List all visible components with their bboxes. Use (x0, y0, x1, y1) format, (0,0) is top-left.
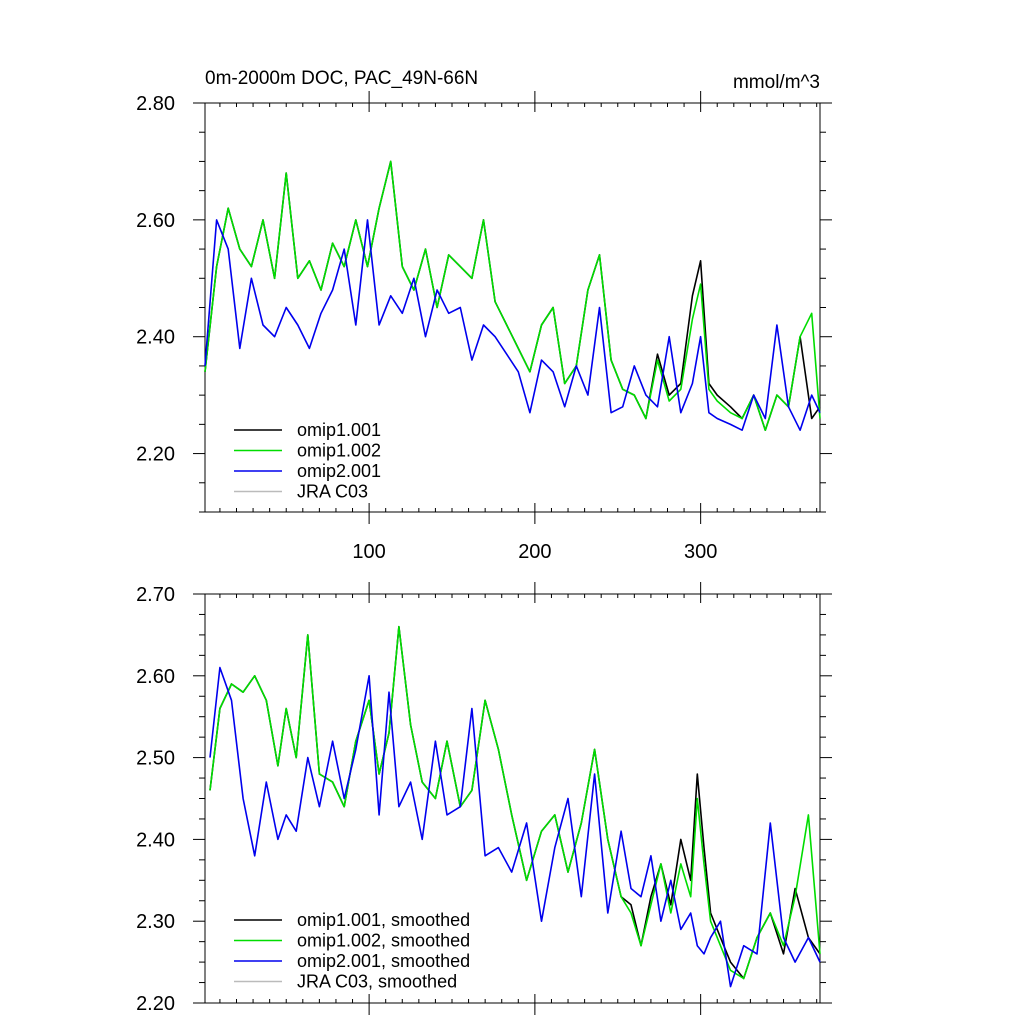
y-tick-label: 2.30 (136, 911, 175, 933)
y-tick-label: 2.60 (136, 210, 175, 232)
y-tick-label: 2.60 (136, 666, 175, 688)
legend-label: omip1.002, smoothed (297, 931, 470, 951)
legend-label: omip1.001 (297, 420, 381, 440)
legend-label: omip1.001, smoothed (297, 910, 470, 930)
chart-title: 0m-2000m DOC, PAC_49N-66N (205, 68, 478, 89)
legend-label: JRA C03 (297, 482, 368, 502)
units-label: mmol/m^3 (733, 72, 820, 93)
top-panel: 2.20 2.40 2.60 2.80 100 200 300 omip1.001omip1.… (136, 91, 832, 563)
x-tick-label: 300 (684, 541, 717, 563)
y-tick-label: 2.50 (136, 748, 175, 770)
series-line-omip2-001 (204, 219, 821, 432)
legend-label: omip2.001, smoothed (297, 951, 470, 971)
y-tick-label: 2.40 (136, 327, 175, 349)
legend-label: omip2.001 (297, 461, 381, 481)
legend-label: JRA C03, smoothed (297, 972, 457, 992)
legend-label: omip1.002 (297, 441, 381, 461)
y-tick-label: 2.20 (136, 444, 175, 466)
series-line-omip1-001 (204, 160, 821, 432)
series-line-omip2-001-smoothed (209, 666, 821, 988)
y-tick-label: 2.40 (136, 829, 175, 851)
series-line-omip1-002 (204, 160, 821, 432)
y-tick-label: 2.80 (136, 93, 175, 115)
bottom-panel: 2.20 2.30 2.40 2.50 2.60 2.70 omip1.001, smoot… (136, 582, 832, 1015)
x-tick-label: 100 (352, 541, 385, 563)
y-tick-label: 2.20 (136, 993, 175, 1015)
y-tick-label: 2.70 (136, 584, 175, 606)
x-tick-label: 200 (518, 541, 551, 563)
